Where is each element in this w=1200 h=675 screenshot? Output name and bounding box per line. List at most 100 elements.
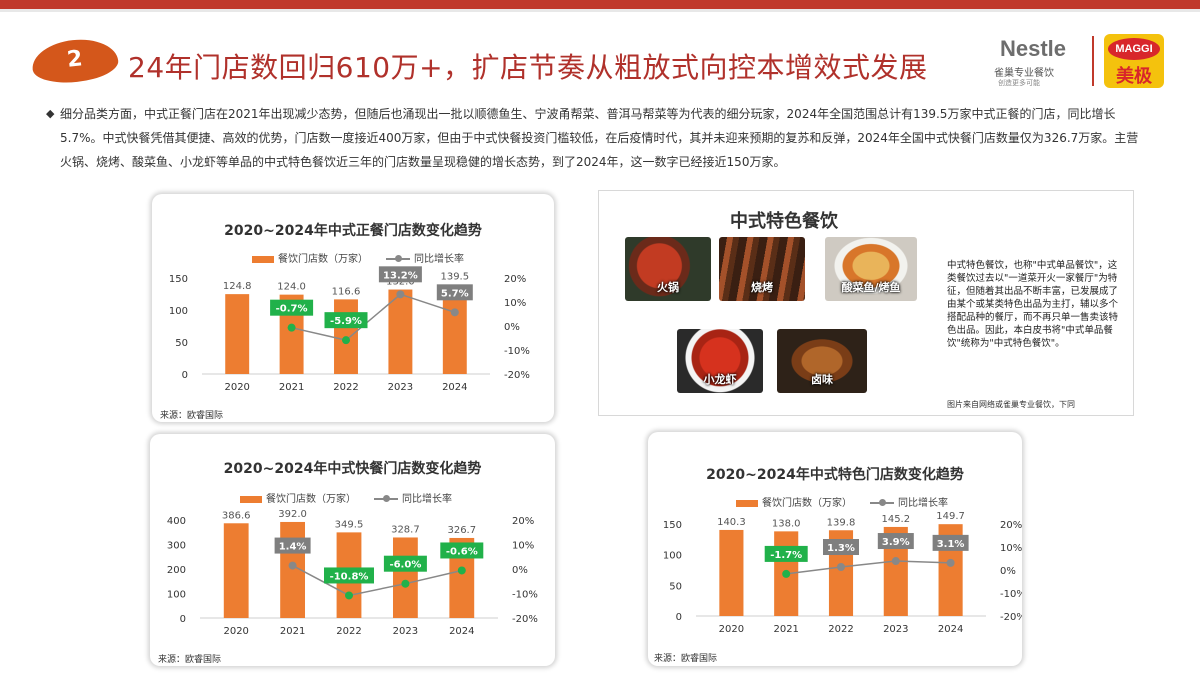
- y2-tick-label: -20%: [512, 614, 538, 625]
- chart-source: 来源：欧睿国际: [160, 411, 224, 421]
- chart-plot: 0 50 100 150 20% 10% 0% -10% -20% 124.8 2020 124.0 2…: [169, 266, 530, 393]
- growth-rate-label: 1.4%: [279, 542, 307, 553]
- specialty-dining-panel: 中式特色餐饮 火锅 烧烤 酸菜鱼/烤鱼 小龙虾 卤味 中式特色餐饮，也称"中式单…: [598, 190, 1134, 416]
- x-tick-label: 2022: [828, 624, 853, 635]
- chart-legend: 餐饮门店数（万家） 同比增长率: [240, 490, 452, 505]
- growth-rate-point: [345, 591, 353, 600]
- chart-card-fast-food: 2020~2024年中式快餐门店数变化趋势 餐饮门店数（万家） 同比增长率 0 10…: [150, 434, 555, 666]
- bbq-photo-icon: 烧烤: [719, 237, 805, 301]
- legend-bar-label: 餐饮门店数（万家）: [278, 254, 368, 265]
- y2-tick-label: -20%: [1000, 612, 1022, 623]
- legend-line-swatch: [374, 495, 398, 502]
- x-tick-label: 2020: [224, 382, 249, 393]
- bar-value-label: 116.6: [332, 286, 361, 297]
- maggi-logo: MAGGI 美极: [1104, 34, 1164, 88]
- bar-value-label: 145.2: [881, 514, 910, 525]
- chart-title: 2020~2024年中式正餐门店数变化趋势: [224, 223, 482, 239]
- fish-photo-icon: 酸菜鱼/烤鱼: [825, 237, 917, 301]
- food-label: 烧烤: [751, 281, 773, 294]
- x-tick-label: 2024: [449, 626, 474, 637]
- nestle-tagline: 创造更多可能: [998, 79, 1040, 87]
- y-tick-label: 400: [167, 516, 186, 527]
- y-tick-label: 50: [175, 338, 188, 349]
- legend-line-swatch: [386, 255, 410, 262]
- legend-line-label: 同比增长率: [402, 494, 452, 505]
- bar: [388, 289, 413, 374]
- food-label: 酸菜鱼/烤鱼: [841, 281, 901, 294]
- bar-value-label: 328.7: [391, 524, 420, 535]
- chart-legend: 餐饮门店数（万家） 同比增长率: [252, 250, 464, 265]
- x-tick-label: 2024: [442, 382, 467, 393]
- diamond-bullet-icon: ◆: [46, 107, 55, 120]
- growth-rate-label: -10.8%: [330, 571, 369, 582]
- legend-bar-label: 餐饮门店数（万家）: [762, 498, 852, 509]
- growth-rate-point: [891, 557, 900, 566]
- bar-value-label: 138.0: [772, 518, 801, 529]
- x-tick-label: 2021: [280, 626, 305, 637]
- y-tick-label: 150: [663, 520, 682, 531]
- x-tick-label: 2022: [333, 382, 358, 393]
- chart-card-specialty: 2020~2024年中式特色门店数变化趋势 餐饮门店数（万家） 同比增长率 0 50…: [648, 432, 1022, 666]
- growth-rate-label-box: [823, 539, 859, 556]
- y2-tick-label: 20%: [504, 274, 526, 285]
- chart-source: 来源：欧睿国际: [158, 655, 222, 665]
- x-tick-label: 2020: [223, 626, 248, 637]
- legend-bar-swatch: [240, 495, 262, 503]
- crayfish-photo-icon: 小龙虾: [677, 329, 763, 393]
- growth-rate-label: -0.7%: [276, 304, 308, 315]
- chart-title: 2020~2024年中式快餐门店数变化趋势: [223, 461, 482, 477]
- growth-rate-label: 3.9%: [882, 537, 910, 548]
- growth-rate-label-box: [383, 555, 427, 572]
- y-tick-label: 100: [169, 306, 188, 317]
- growth-rate-point: [287, 323, 296, 332]
- chart-card-formal-dining: 2020~2024年中式正餐门店数变化趋势 餐饮门店数（万家） 同比增长率 0 50…: [152, 194, 554, 422]
- y-tick-label: 0: [676, 612, 682, 623]
- y2-tick-label: -20%: [504, 370, 530, 381]
- section-number-badge: 2: [30, 35, 120, 87]
- growth-rate-line: [786, 560, 951, 575]
- bar-value-label: 149.7: [936, 511, 965, 522]
- bar: [719, 529, 744, 616]
- y-tick-label: 0: [180, 614, 186, 625]
- legend-line-label: 同比增长率: [414, 254, 464, 265]
- growth-rate-label-box: [764, 545, 808, 562]
- bar-value-label: 139.5: [440, 272, 469, 283]
- brand-logos: Nestle 雀巢专业餐饮 创造更多可能 MAGGI 美极: [980, 32, 1180, 92]
- legend-line-swatch: [870, 499, 894, 506]
- bar: [392, 537, 418, 618]
- food-label: 小龙虾: [703, 373, 737, 386]
- top-accent-bar: [0, 0, 1200, 9]
- y2-tick-label: 20%: [512, 516, 534, 527]
- food-label: 火锅: [657, 281, 679, 294]
- x-tick-label: 2023: [388, 382, 413, 393]
- growth-rate-label-box: [932, 534, 969, 551]
- y2-tick-label: -10%: [512, 590, 538, 601]
- legend-bar-swatch: [736, 499, 758, 507]
- y2-tick-label: 10%: [504, 298, 526, 309]
- x-tick-label: 2021: [279, 382, 304, 393]
- x-tick-label: 2023: [393, 626, 418, 637]
- y2-tick-label: 10%: [1000, 543, 1022, 554]
- x-tick-label: 2023: [883, 624, 908, 635]
- growth-rate-label: -5.9%: [330, 316, 362, 327]
- bar-value-label: 386.6: [222, 510, 251, 521]
- growth-rate-point: [288, 561, 297, 570]
- x-tick-label: 2020: [719, 624, 744, 635]
- nestle-professional-label: 雀巢专业餐饮: [994, 68, 1054, 79]
- bar: [225, 294, 250, 374]
- hotpot-photo-icon: 火锅: [625, 237, 711, 301]
- y2-tick-label: 0%: [1000, 566, 1016, 577]
- y-tick-label: 0: [182, 370, 188, 381]
- growth-rate-point: [396, 290, 405, 299]
- growth-rate-point: [342, 336, 350, 345]
- growth-rate-point: [946, 558, 955, 567]
- growth-rate-label: 5.7%: [441, 288, 469, 299]
- growth-rate-line: [292, 564, 462, 597]
- chart-source: 来源：欧睿国际: [654, 654, 718, 664]
- y2-tick-label: -10%: [504, 346, 530, 357]
- bar-value-label: 326.7: [447, 525, 476, 536]
- growth-rate-label-box: [270, 299, 314, 316]
- nestle-logo: Nestle: [1000, 36, 1067, 61]
- bar-value-label: 124.8: [223, 281, 252, 292]
- growth-rate-label: -0.6%: [446, 546, 478, 557]
